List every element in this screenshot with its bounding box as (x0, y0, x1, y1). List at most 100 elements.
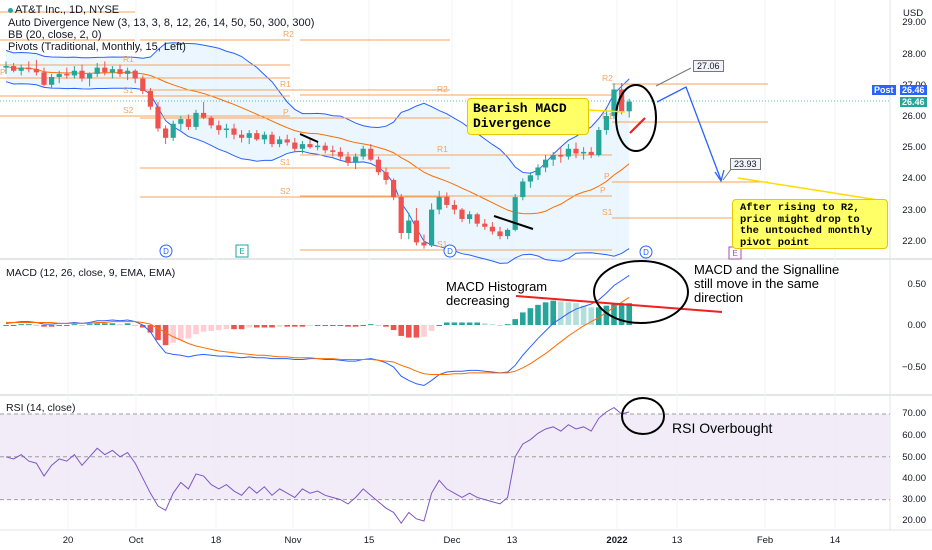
macd-histogram-bar (64, 325, 70, 326)
bb-upper-line (5, 42, 630, 174)
candle-body (223, 128, 229, 131)
macd-histogram-bar (162, 325, 169, 346)
time-tick: 15 (363, 535, 375, 546)
event-marker (639, 245, 653, 259)
macd-histogram-bar (208, 325, 214, 331)
candle-body (11, 66, 17, 71)
candle-body (292, 142, 298, 149)
candle-body (18, 67, 24, 71)
candle-body (26, 67, 32, 70)
macd-histogram-bar (117, 324, 123, 326)
candle-body (246, 133, 252, 138)
indicator-legend-0[interactable]: Auto Divergence New (3, 13, 3, 8, 12, 26… (8, 17, 315, 29)
target-callout[interactable]: 23.93 (730, 158, 761, 170)
candle-body (383, 172, 389, 180)
pivot-label: S1 (123, 85, 134, 95)
price-tick: 28.00 (902, 49, 926, 60)
candle-body (3, 66, 9, 68)
pivot-label: R2 (283, 29, 294, 39)
indicator-legend-1[interactable]: BB (20, close, 2, 0) (8, 29, 102, 41)
candle-body (216, 125, 222, 131)
macd-histogram-bar (558, 301, 564, 325)
candle-body (543, 159, 549, 168)
macd-histogram-bar (284, 325, 290, 327)
post-price-tag: 26.46 (900, 85, 927, 95)
bearish-divergence-note[interactable]: Bearish MACD Divergence (467, 98, 589, 135)
macd-histogram-bar (580, 305, 587, 325)
macd-histogram-bar (140, 325, 146, 328)
time-tick: 13 (671, 535, 683, 546)
time-tick: 14 (829, 535, 841, 546)
high-callout[interactable]: 27.06 (693, 60, 724, 72)
macd-histogram-bar (527, 308, 534, 325)
symbol-title[interactable]: AT&T Inc., 1D, NYSE (8, 4, 119, 17)
after-r2-note[interactable]: After rising to R2, price might drop to … (732, 199, 888, 249)
symbol-dot-icon (8, 7, 13, 13)
candle-body (558, 155, 564, 157)
highlight-ellipse (593, 260, 689, 324)
macd-histogram-bar (193, 325, 199, 335)
macd-histogram-bar (231, 325, 237, 330)
macd-histogram-bar (322, 325, 328, 326)
indicator-legend-2[interactable]: Pivots (Traditional, Monthly, 15, Left) (8, 41, 186, 53)
macd-pane-title[interactable]: MACD (12, 26, close, 9, EMA, EMA) (6, 267, 176, 279)
macd-histogram-bar (170, 325, 176, 343)
macd-histogram-bar (124, 323, 131, 325)
rsi-pane-title[interactable]: RSI (14, close) (6, 402, 76, 414)
highlight-ellipse (621, 397, 665, 435)
event-marker (159, 244, 173, 258)
candle-body (41, 72, 47, 85)
candle-body (588, 151, 594, 155)
macd-signal-note[interactable]: MACD and the Signalline still move in th… (694, 262, 840, 305)
candle-body (307, 144, 313, 148)
time-tick: Feb (756, 535, 774, 546)
pivot-label: S1 (602, 207, 613, 217)
currency-label: USD (903, 8, 924, 19)
time-tick: 18 (210, 535, 222, 546)
callout-leader (655, 67, 692, 87)
macd-histogram-bar (238, 325, 245, 330)
candle-body (520, 181, 526, 198)
macd-histogram-bar (398, 325, 404, 336)
macd-histogram-bar (360, 325, 366, 326)
candle-body (474, 214, 480, 224)
event-marker (443, 244, 457, 258)
candle-body (277, 139, 283, 145)
macd-histogram-bar (102, 323, 108, 325)
candle-body (535, 167, 541, 176)
candle-body (429, 209, 435, 246)
price-tick: 25.00 (902, 142, 926, 153)
candle-body (345, 156, 351, 163)
candle-body (581, 151, 587, 154)
candle-body (565, 148, 571, 157)
bb-lower-line (5, 81, 630, 264)
candle-body (619, 89, 625, 112)
rsi-tick: 50.00 (902, 452, 926, 463)
macd-histogram-bar (550, 300, 556, 325)
macd-histogram-bar (406, 325, 412, 338)
rsi-overbought-note[interactable]: RSI Overbought (672, 420, 773, 436)
macd-histogram-bar (474, 322, 480, 325)
macd-histogram-bar (428, 325, 435, 331)
candle-body (87, 73, 93, 79)
candle-body (94, 67, 100, 74)
candle-body (49, 77, 55, 85)
rsi-tick: 70.00 (902, 408, 926, 419)
candle-body (459, 209, 465, 219)
post-label-tag: Post (872, 85, 896, 95)
price-tick: 24.00 (902, 173, 926, 184)
pivot-label: R2 (437, 84, 448, 94)
macd-histogram-bar (330, 325, 336, 326)
macd-histogram-bar (10, 325, 17, 326)
highlight-ellipse (615, 84, 657, 152)
histogram-decreasing-note[interactable]: MACD Histogram decreasing (446, 279, 548, 308)
note-leader (587, 109, 626, 113)
last-price-tag: 26.46 (900, 97, 927, 107)
candle-body (178, 119, 184, 124)
macd-histogram-bar (200, 325, 207, 332)
candle-body (102, 67, 108, 73)
macd-histogram-bar (489, 324, 496, 326)
macd-histogram-bar (48, 325, 55, 327)
candle-body (315, 145, 321, 148)
event-marker (235, 244, 249, 258)
